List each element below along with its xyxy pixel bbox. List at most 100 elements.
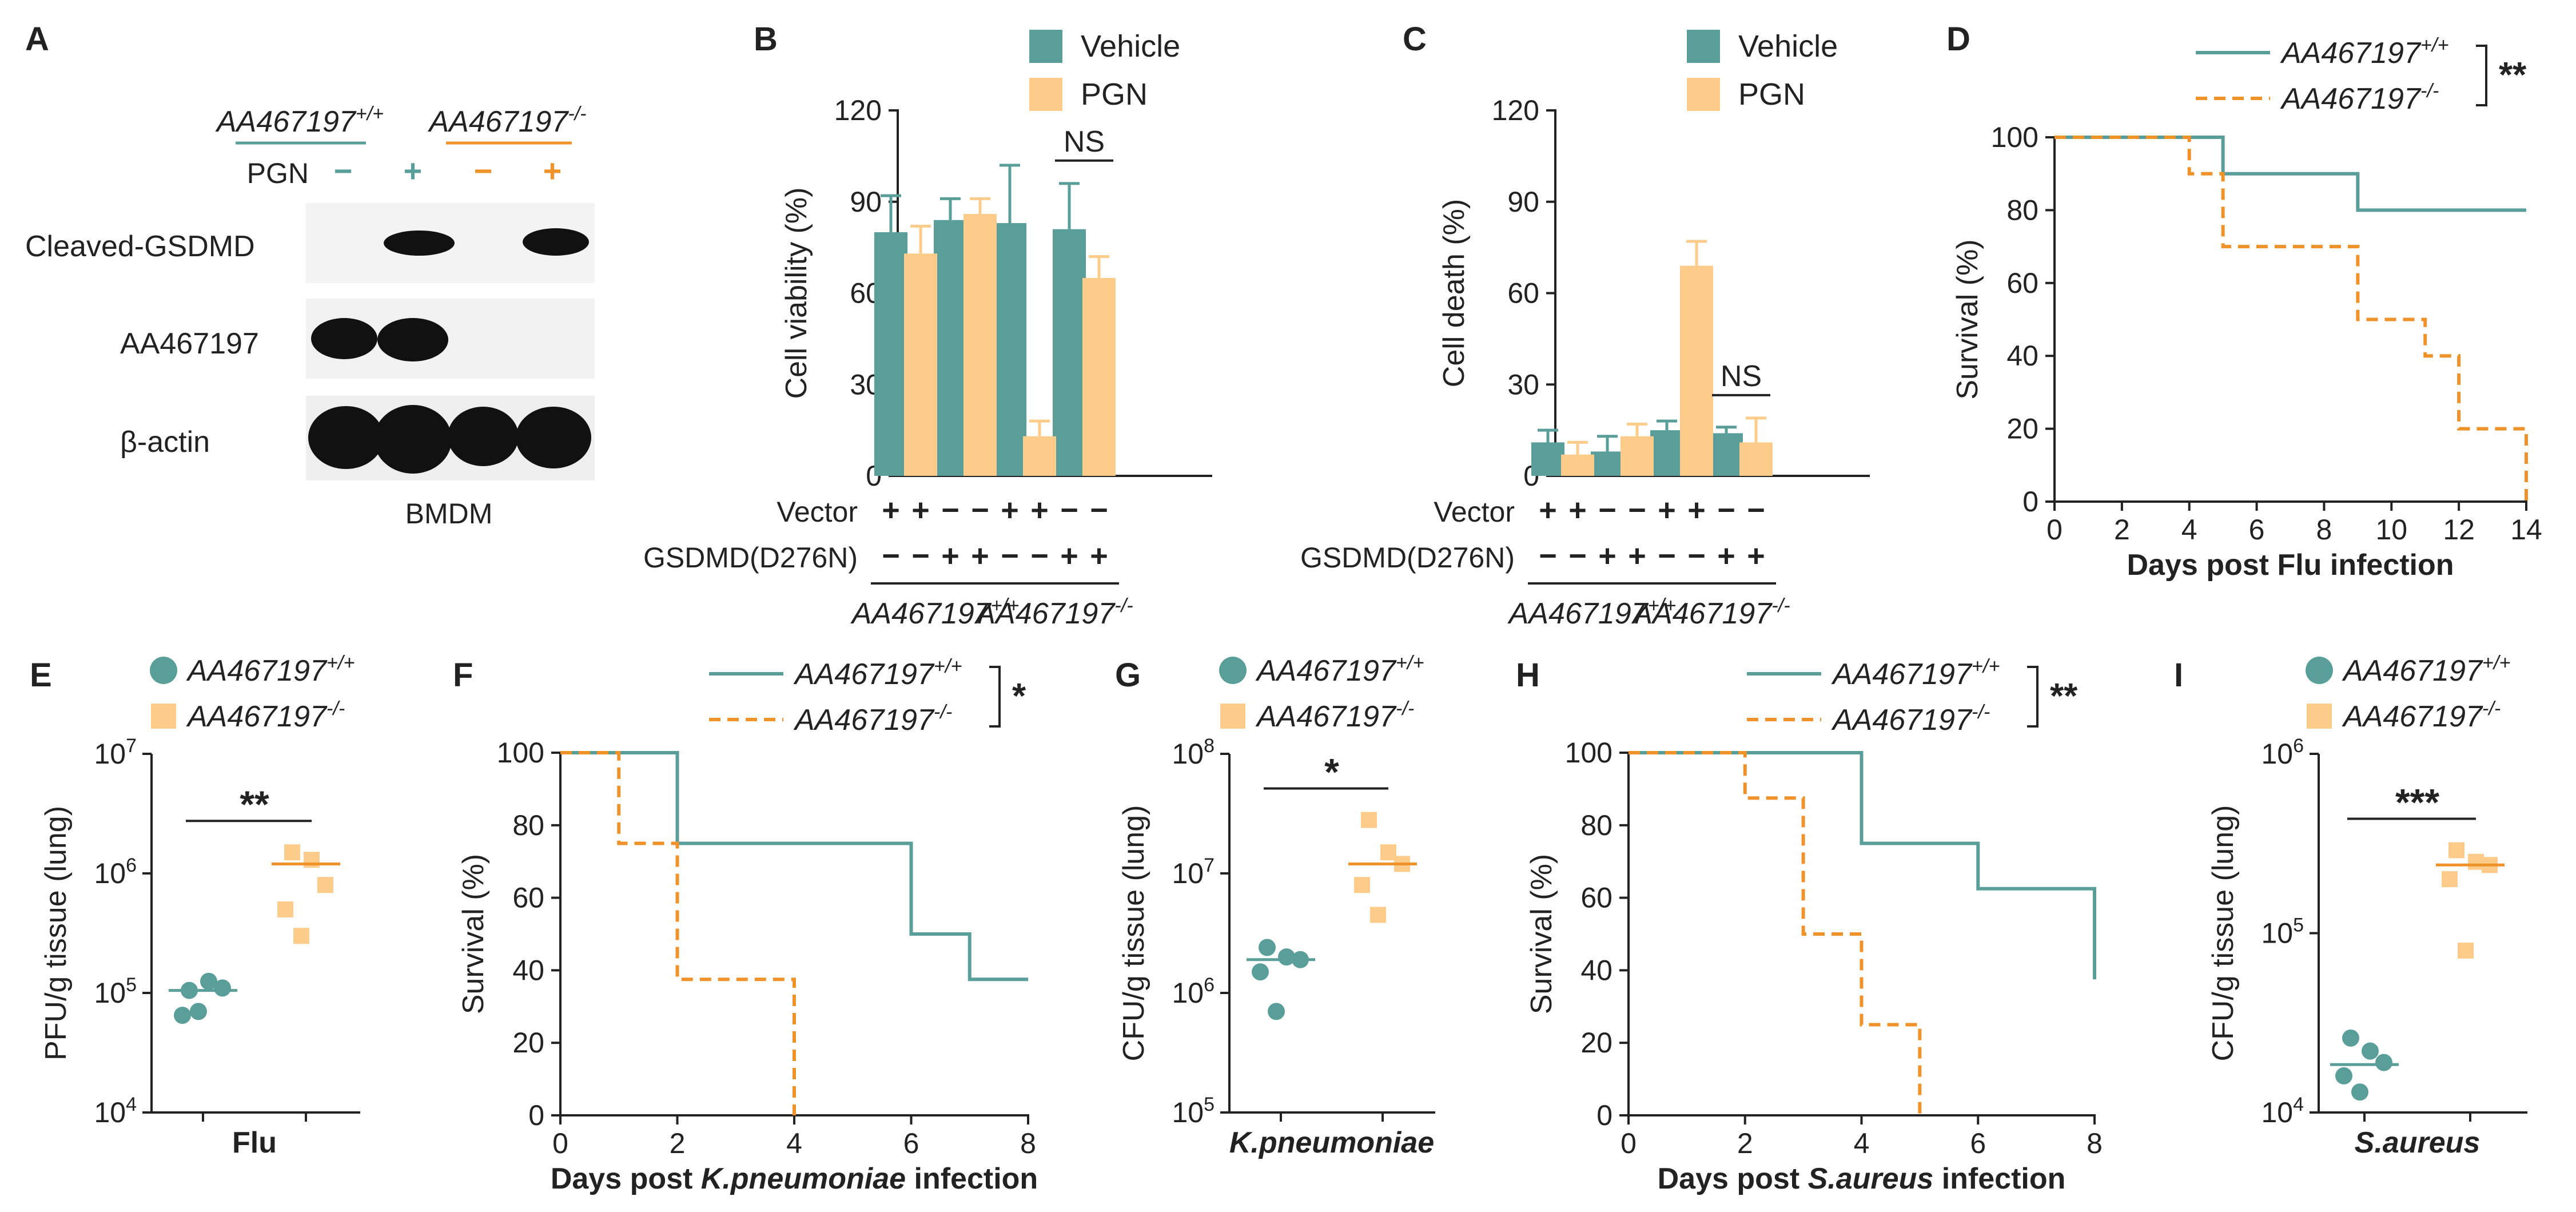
y-tick-label: 106 [1172, 974, 1215, 1009]
legend-swatch-pgn [1029, 78, 1062, 111]
data-point-ko [2458, 942, 2474, 959]
data-point-wt [2342, 1029, 2359, 1047]
gsdmd-sign: + [1717, 539, 1735, 573]
legend-label-wt: AA467197+/+ [186, 652, 355, 688]
significance-bracket [2027, 666, 2038, 728]
x-tick-label: 0 [1621, 1127, 1637, 1159]
vector-sign: + [911, 493, 930, 527]
y-axis-title: Cell death (%) [1438, 199, 1471, 387]
y-axis-title: PFU/g tissue (lung) [39, 806, 73, 1060]
bar-vehicle [1650, 430, 1683, 476]
y-tick-label: 80 [512, 809, 544, 841]
y-axis-title: Survival (%) [1525, 854, 1558, 1014]
blot-pgn-sign-4: + [543, 153, 562, 189]
y-axis-title: Survival (%) [457, 854, 490, 1014]
legend-label-wt: AA467197+/+ [793, 655, 962, 691]
x-tick-label: 8 [2316, 514, 2332, 546]
data-point-wt [1259, 939, 1276, 956]
bar-vehicle [874, 232, 907, 476]
bar-vehicle [1053, 229, 1086, 476]
panel-e-letter: E [30, 657, 52, 694]
x-axis-title: Days post S.aureus infection [1658, 1162, 2066, 1195]
y-tick-label: 100 [497, 737, 544, 769]
data-point-ko [277, 901, 293, 917]
y-tick-label: 120 [1492, 94, 1539, 126]
gsdmd-sign: − [911, 539, 930, 573]
panel-f-letter: F [453, 657, 473, 694]
blot-band-actin-3 [448, 407, 519, 466]
panel-f-kpneumoniae-survival: F AA467197+/+ AA467197-/- * 0 20 40 60 80 100 0 2 4 6… [453, 655, 1038, 1195]
x-tick-label: 4 [1854, 1127, 1870, 1159]
data-point-wt [200, 972, 217, 990]
panel-c-cell-death: CVehiclePGN0306090120Cell death (%)NSVec… [1300, 21, 1870, 630]
blot-band-actin-2 [374, 405, 452, 474]
y-tick-label: 104 [94, 1094, 137, 1128]
panel-h-letter: H [1516, 657, 1540, 694]
y-tick-label: 60 [512, 882, 544, 914]
significance-label: ** [2499, 55, 2527, 95]
y-tick-label: 108 [1172, 735, 1215, 770]
legend-label-ko: AA467197-/- [793, 701, 952, 737]
vector-sign: + [1568, 493, 1587, 527]
data-point-ko [1354, 877, 1370, 893]
data-point-ko [2448, 842, 2464, 859]
panel-g-kpneumoniae-cfu: G AA467197+/+ AA467197-/- 105 106 107 108 CFU/g… [1115, 652, 1435, 1159]
data-point-wt [2351, 1083, 2368, 1101]
bar-pgn [1082, 277, 1116, 476]
group-label-wt: AA467197+/+ [850, 595, 1020, 630]
gsdmd-sign: + [1090, 539, 1108, 573]
panel-g-letter: G [1115, 657, 1141, 694]
gsdmd-sign: + [971, 539, 989, 573]
vector-sign: − [1628, 493, 1646, 527]
survival-curve-ko [560, 751, 796, 1115]
significance-label: *** [2395, 781, 2439, 824]
vector-sign: + [1658, 493, 1676, 527]
panel-d-letter: D [1946, 21, 1970, 58]
survival-curve-wt [560, 751, 1028, 981]
row-label-vector: Vector [777, 496, 858, 528]
data-point-ko [304, 852, 320, 868]
data-point-wt [190, 1003, 207, 1020]
panel-i-letter: I [2174, 657, 2183, 694]
x-tick-label: 0 [552, 1127, 568, 1159]
y-tick-label: 90 [1507, 186, 1539, 218]
gsdmd-sign: − [1658, 539, 1676, 573]
legend-label-ko: AA467197-/- [1831, 701, 1990, 737]
y-tick-label: 0 [2022, 486, 2038, 518]
significance-label: * [1324, 751, 1339, 793]
legend-label-vehicle: Vehicle [1081, 29, 1180, 63]
data-point-wt [2362, 1042, 2379, 1060]
bar-pgn [963, 214, 997, 476]
data-point-wt [2375, 1054, 2392, 1071]
survival-curve-ko [1629, 751, 1922, 1115]
gsdmd-sign: + [1747, 539, 1765, 573]
x-tick-label: 6 [1970, 1127, 1986, 1159]
panel-i-saureus-cfu: I AA467197+/+ AA467197-/- 104 105 106 CFU/g ti… [2174, 652, 2527, 1159]
bar-vehicle [934, 220, 967, 476]
x-category-label: S.aureus [2355, 1126, 2481, 1159]
blot-band-actin-1 [308, 406, 384, 469]
x-tick-label: 12 [2443, 514, 2475, 546]
legend-label-ko: AA467197-/- [2280, 80, 2439, 116]
gsdmd-sign: − [1539, 539, 1557, 573]
gsdmd-sign: + [1598, 539, 1617, 573]
y-tick-label: 80 [2006, 194, 2038, 226]
significance-label: * [1012, 677, 1026, 716]
x-axis-title: Days post Flu infection [2127, 549, 2454, 582]
bar-pgn [1561, 454, 1594, 476]
y-tick-label: 107 [94, 735, 137, 770]
group-label-ko: AA467197-/- [974, 595, 1133, 630]
ns-label: NS [1064, 125, 1105, 158]
blot-footer: BMDM [405, 498, 493, 530]
significance-label: ** [2050, 677, 2078, 716]
data-point-wt [174, 1007, 191, 1024]
x-tick-label: 2 [670, 1127, 686, 1159]
y-tick-label: 90 [850, 186, 882, 218]
panel-b-letter: B [754, 21, 778, 58]
y-tick-label: 0 [1596, 1099, 1613, 1131]
blot-band-cleaved-2 [384, 231, 455, 256]
blot-row-label-aa467197: AA467197 [120, 327, 259, 360]
data-point-ko [1370, 907, 1386, 923]
